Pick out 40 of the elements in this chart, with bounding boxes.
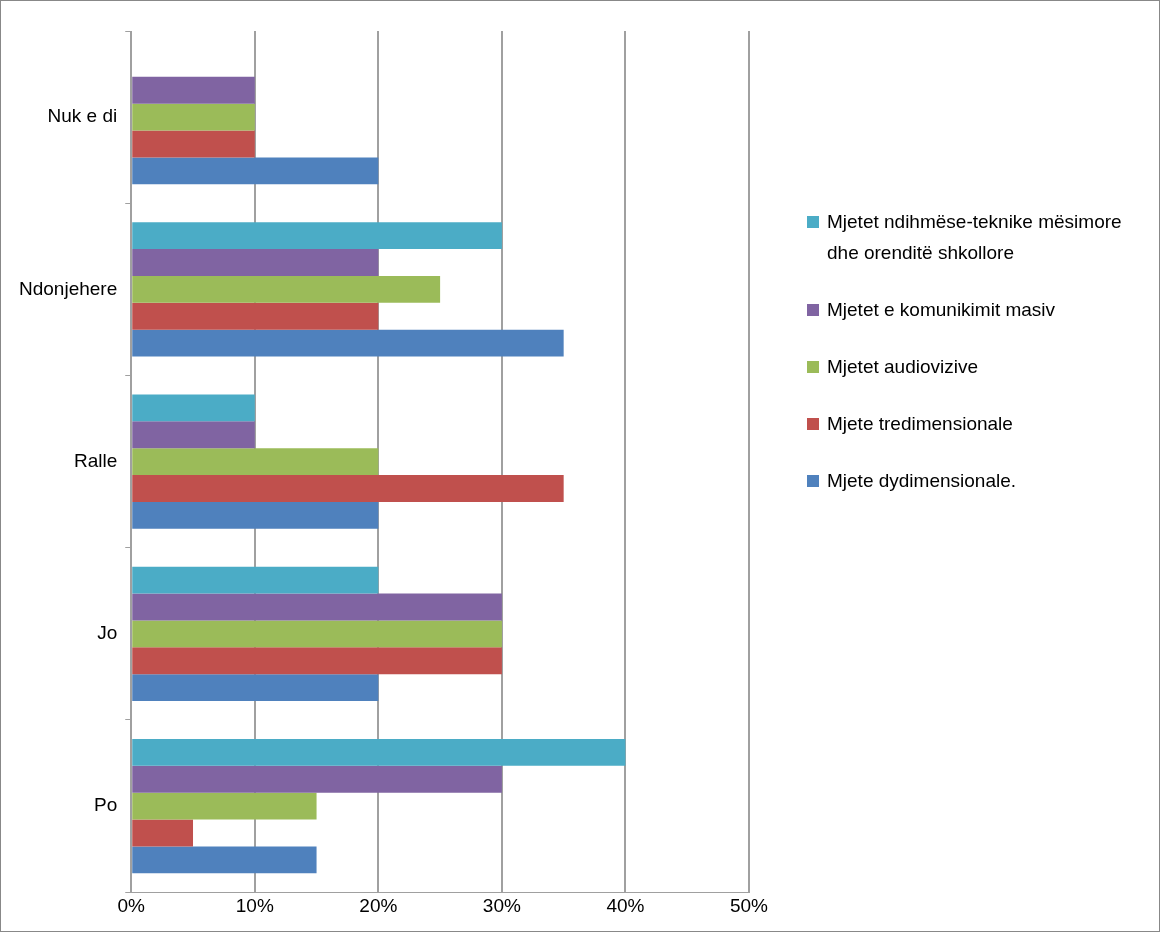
- legend-label: Mjete dydimensionale.: [827, 469, 1017, 493]
- bar: [132, 674, 379, 702]
- x-tick-label: 50%: [729, 894, 769, 916]
- bar: [132, 501, 379, 529]
- bar: [132, 448, 379, 476]
- bar: [132, 593, 502, 621]
- y-tick-label: Jo: [97, 622, 118, 644]
- x-tick-label: 30%: [482, 894, 521, 916]
- bar: [132, 846, 317, 874]
- bar: [132, 566, 379, 594]
- bar: [132, 130, 255, 158]
- bar: [132, 792, 317, 820]
- bar: [132, 738, 626, 766]
- x-tick-label: 20%: [359, 894, 398, 916]
- y-tick-label: Ndonjehere: [18, 277, 118, 299]
- bar: [132, 222, 502, 250]
- bar: [132, 249, 379, 276]
- bar: [132, 620, 502, 648]
- x-tick-label: 0%: [117, 894, 146, 916]
- bar: [132, 329, 564, 357]
- bar: [132, 394, 255, 422]
- y-tick-label: Nuk e di: [47, 105, 118, 127]
- y-tick-label: Po: [93, 794, 118, 816]
- bar: [132, 765, 502, 793]
- legend-label: Mjetet e komunikimit masiv: [827, 298, 1056, 322]
- bar: [132, 76, 255, 104]
- bar: [132, 421, 255, 449]
- legend-label: Mjetet audiovizive: [827, 355, 979, 379]
- bar: [132, 275, 441, 303]
- bar: [132, 103, 255, 131]
- bar: [132, 475, 564, 502]
- x-tick-label: 40%: [606, 894, 645, 916]
- bar: [132, 157, 379, 185]
- legend-label: Mjetet ndihmëse-teknike mësimore dhe orenditë shkollore: [827, 210, 1123, 265]
- bar: [132, 819, 194, 847]
- x-tick-label: 10%: [235, 894, 274, 916]
- y-tick-label: Ralle: [73, 449, 118, 471]
- bar: [132, 302, 379, 330]
- bar: [132, 647, 502, 675]
- legend-label: Mjete tredimensionale: [827, 412, 1013, 436]
